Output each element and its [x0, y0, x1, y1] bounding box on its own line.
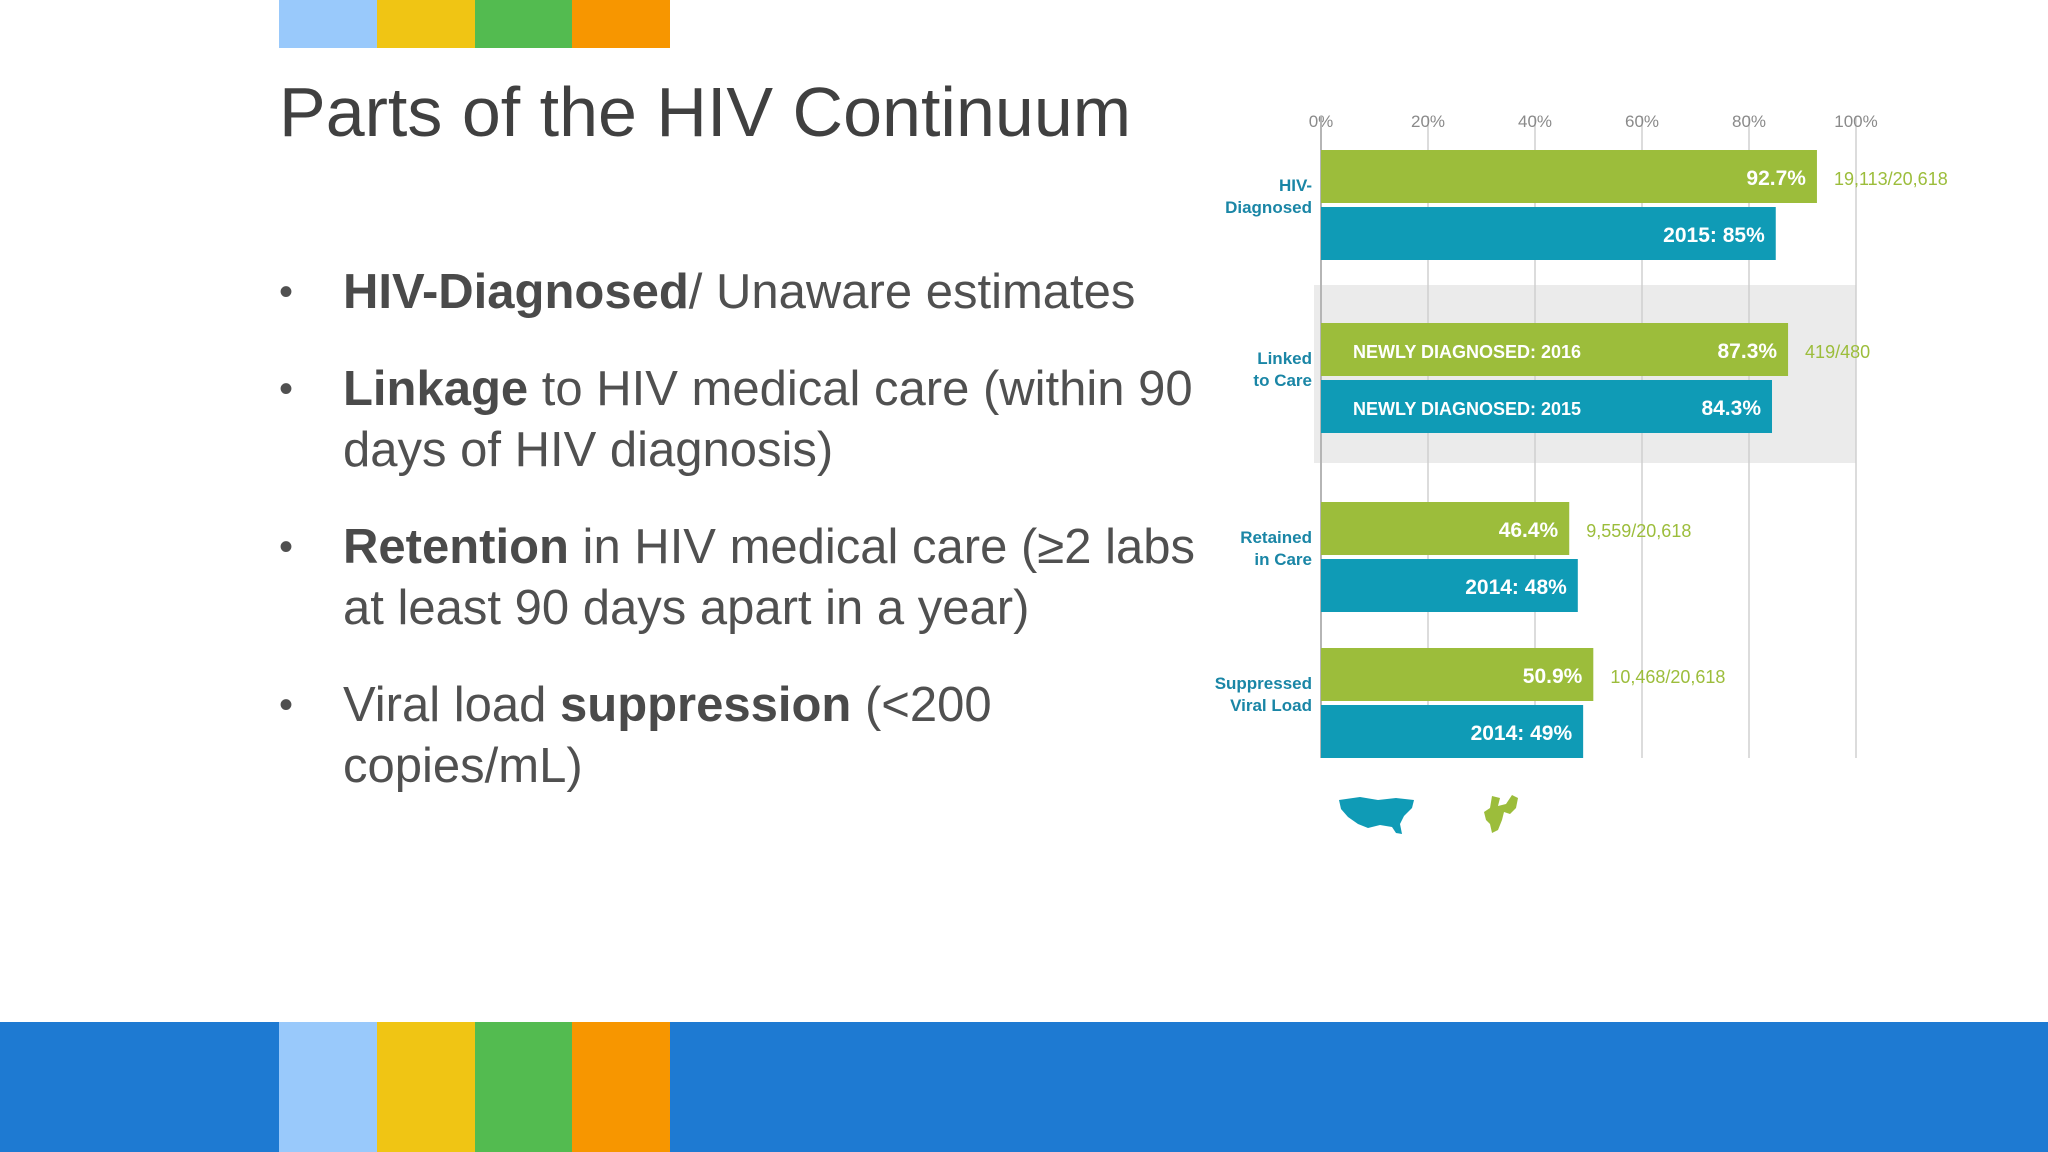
- bar-value-label: 46.4%: [1499, 519, 1559, 542]
- bullet-bold: Linkage: [343, 362, 529, 416]
- group-label: Linked: [1257, 349, 1312, 368]
- bar-value-label: 84.3%: [1701, 397, 1761, 420]
- bullet-text: in HIV medical care (≥2 labs at least 90…: [343, 520, 1195, 635]
- x-tick-label: 40%: [1518, 112, 1552, 131]
- group-label: to Care: [1253, 371, 1312, 390]
- top-stripe-yellow: [377, 0, 475, 48]
- bar-value-label: 2014: 48%: [1465, 576, 1567, 599]
- bullet-dot: •: [279, 683, 294, 727]
- bar-inner-label: NEWLY DIAGNOSED: 2016: [1353, 342, 1581, 362]
- bar: [1321, 150, 1817, 203]
- bullet-text-pre: Viral load: [343, 678, 561, 732]
- slide-title: Parts of the HIV Continuum: [279, 73, 1132, 151]
- bullet-text: / Unaware estimates: [688, 265, 1136, 319]
- x-tick-label: 60%: [1625, 112, 1659, 131]
- bar-value-label: 50.9%: [1523, 665, 1583, 688]
- group-label: Diagnosed: [1225, 198, 1312, 217]
- bullet-bold: Retention: [343, 520, 569, 574]
- footer-stripe-yellow: [377, 1022, 475, 1152]
- bullet-dot: •: [279, 525, 294, 569]
- top-stripe-green: [475, 0, 572, 48]
- bullet-item: • Viral load suppression (<200 copies/mL…: [279, 675, 1209, 797]
- group-label: Suppressed: [1215, 674, 1312, 693]
- bullet-bold: suppression: [560, 678, 852, 732]
- footer-stripe-green: [475, 1022, 572, 1152]
- bar: [1321, 207, 1776, 260]
- bullet-item: • HIV-Diagnosed/ Unaware estimates: [279, 262, 1209, 323]
- bullet-item: • Retention in HIV medical care (≥2 labs…: [279, 517, 1209, 639]
- footer-stripe-orange: [572, 1022, 670, 1152]
- bar: [1321, 323, 1789, 376]
- bar: [1321, 502, 1570, 555]
- bar: [1321, 380, 1773, 433]
- bar-side-note: 419/480: [1805, 342, 1870, 362]
- bar-inner-label: NEWLY DIAGNOSED: 2015: [1353, 399, 1581, 419]
- bar-side-note: 9,559/20,618: [1586, 521, 1691, 541]
- bullet-dot: •: [279, 270, 294, 314]
- us-map-icon: [1339, 797, 1414, 834]
- bar: [1321, 705, 1584, 758]
- bar-side-note: 19,113/20,618: [1834, 169, 1948, 189]
- top-stripe-orange: [572, 0, 670, 48]
- bar-value-label: 87.3%: [1718, 340, 1778, 363]
- massachusetts-map-icon: [1484, 795, 1518, 833]
- x-tick-label: 20%: [1411, 112, 1445, 131]
- bar: [1321, 648, 1594, 701]
- bullet-text: (<200 copies/mL): [343, 678, 992, 793]
- group-label: in Care: [1254, 550, 1312, 569]
- group-label: Retained: [1240, 528, 1312, 547]
- group-label: Viral Load: [1230, 696, 1312, 715]
- bullet-item: • Linkage to HIV medical care (within 90…: [279, 359, 1209, 481]
- bar: [1321, 559, 1578, 612]
- bullet-text: to HIV medical care (within 90 days of H…: [343, 362, 1193, 477]
- bullet-dot: •: [279, 367, 294, 411]
- bar-value-label: 92.7%: [1746, 167, 1806, 190]
- bar-value-label: 2015: 85%: [1663, 224, 1765, 247]
- bar-side-note: 10,468/20,618: [1610, 667, 1725, 687]
- x-tick-label: 80%: [1732, 112, 1766, 131]
- bar-value-label: 2014: 49%: [1471, 722, 1573, 745]
- top-stripe-light-blue: [279, 0, 377, 48]
- bullet-bold: HIV-Diagnosed: [343, 265, 689, 319]
- x-tick-label: 100%: [1834, 112, 1877, 131]
- footer-stripe-light-blue: [279, 1022, 377, 1152]
- bullet-list: • HIV-Diagnosed/ Unaware estimates • Lin…: [279, 262, 1209, 833]
- group-label: HIV-: [1279, 176, 1312, 195]
